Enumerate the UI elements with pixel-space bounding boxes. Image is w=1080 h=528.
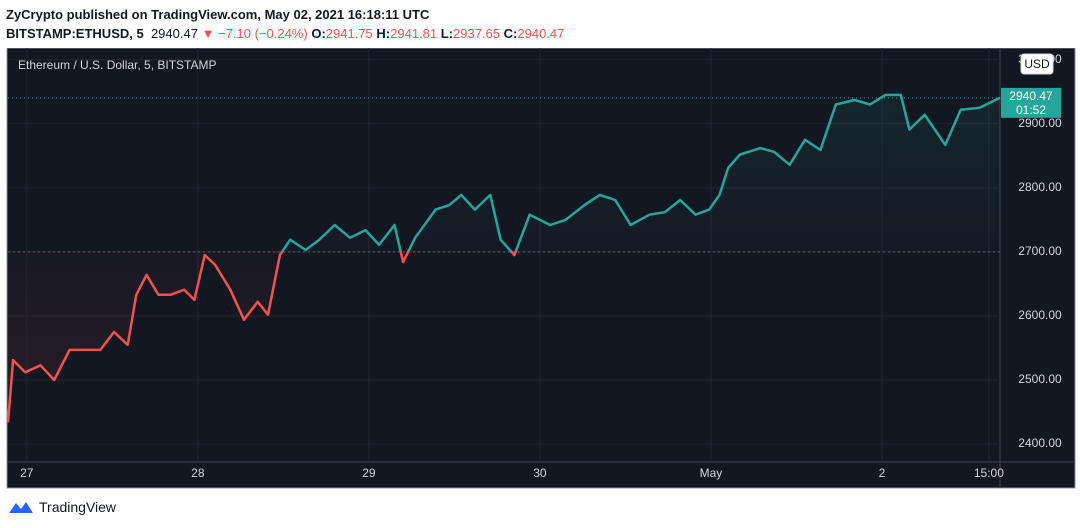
- y-tick-label: 2700.00: [1018, 244, 1062, 258]
- price-tag-value: 2940.47: [1009, 89, 1053, 103]
- ohlc-row: BITSTAMP:ETHUSD, 5 2940.47 ▼ −7.10 (−0.2…: [6, 24, 564, 43]
- y-tick-label: 2900.00: [1018, 116, 1062, 130]
- x-tick-label: 2: [879, 466, 886, 480]
- brand: TradingView: [39, 499, 117, 515]
- baseline-area: [8, 94, 1000, 423]
- x-tick-label: 29: [362, 466, 376, 480]
- close-label: C:: [503, 26, 518, 41]
- change: −7.10 (−0.24%): [218, 26, 308, 41]
- chart-title: Ethereum / U.S. Dollar, 5, BITSTAMP: [18, 58, 217, 72]
- price-tag: [1001, 87, 1061, 118]
- y-tick-label: 2400.00: [1018, 436, 1062, 450]
- high-label: H:: [376, 26, 391, 41]
- close: 2940.47: [517, 26, 565, 41]
- x-tick-label: 28: [191, 466, 205, 480]
- currency: USD: [1024, 57, 1050, 71]
- symbol: BITSTAMP:ETHUSD, 5: [6, 26, 144, 41]
- currency-box: [1020, 53, 1054, 75]
- open: 2941.75: [325, 26, 373, 41]
- chart: 2400.00 2500.00 2600.00 2700.00 2800.00 2900.…: [6, 48, 1076, 489]
- price-line: [6, 93, 1001, 423]
- price: 2940.47: [150, 26, 198, 41]
- open-label: O:: [311, 26, 326, 41]
- logo: [9, 502, 33, 513]
- high: 2941.81: [390, 26, 438, 41]
- header: ZyCrypto published on TradingView.com, M…: [6, 5, 564, 43]
- x-tick-label: May: [700, 466, 723, 480]
- y-tick-label: 2500.00: [1018, 372, 1062, 386]
- publisher: ZyCrypto published on TradingView.com, M…: [6, 5, 564, 24]
- publisher-text: ZyCrypto published on TradingView.com, M…: [6, 7, 430, 22]
- low: 2937.65: [453, 26, 501, 41]
- footer: TradingView: [8, 499, 116, 515]
- y-tick-label: 2800.00: [1018, 180, 1062, 194]
- low-label: L:: [440, 26, 454, 41]
- change-arrow: ▼: [201, 26, 215, 41]
- y-tick-label: 2600.00: [1018, 308, 1062, 322]
- x-tick-label: 30: [533, 466, 547, 480]
- countdown: 01:52: [1016, 103, 1046, 117]
- x-tick-label: 27: [20, 466, 34, 480]
- x-tick-label: 15:00: [974, 466, 1004, 480]
